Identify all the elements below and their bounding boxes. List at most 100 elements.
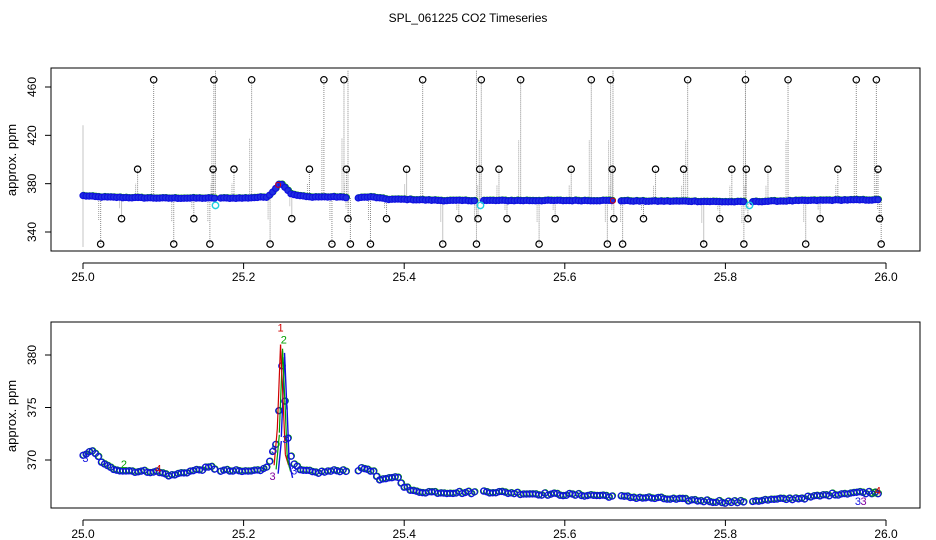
spike-trace (279, 344, 284, 398)
outlier-point (603, 240, 612, 248)
top-panel-co2-timeseries: approx. ppm 25.0 25.2 25.4 25.6 25.8 26.0 340… (4, 67, 921, 284)
outlier-point (606, 75, 615, 84)
series-number-label: 3 (82, 453, 88, 465)
outlier-point (342, 165, 351, 173)
series-number-label: 3 (291, 466, 297, 478)
bottom-panel-frame (50, 321, 921, 509)
outlier-point (728, 165, 736, 173)
x-tick-label: 25.0 (71, 527, 95, 540)
series-number-label: 4 (875, 485, 881, 497)
outlier-point (133, 165, 142, 173)
y-tick-label: 370 (25, 450, 39, 470)
y-tick-label: 375 (25, 397, 39, 417)
outlier-point (287, 214, 296, 223)
outlier-point (551, 214, 559, 223)
x-tick-label: 26.0 (874, 527, 898, 540)
series-point (449, 489, 457, 498)
outlier-point (784, 75, 792, 84)
spike-trace (284, 401, 288, 462)
outlier-point (699, 240, 708, 248)
series-point (458, 489, 466, 498)
cyan-point (745, 201, 754, 210)
outlier-point (535, 240, 543, 248)
series-point (158, 469, 167, 477)
outlier-point (474, 214, 482, 223)
outlier-point (455, 214, 463, 223)
outlier-point (567, 165, 576, 173)
series-point (400, 483, 408, 491)
outlier-point (96, 240, 105, 248)
series-number-label: 4 (155, 463, 161, 475)
series-point (265, 457, 274, 465)
figure-title: SPL_061225 CO2 Timeseries (389, 11, 548, 25)
y-tick-label: 380 (25, 345, 39, 365)
outlier-point (516, 75, 525, 84)
outlier-point (872, 75, 881, 84)
outlier-point (639, 214, 648, 223)
outlier-point (247, 75, 256, 84)
top-panel-frame (50, 67, 921, 252)
top-panel-y-axis: 340 380 420 460 (25, 77, 52, 242)
series-point (739, 198, 748, 206)
outlier-point (382, 214, 391, 223)
top-panel-spike-lines (82, 70, 882, 247)
series-point (394, 473, 402, 482)
series-point (342, 194, 350, 202)
outlier-point (169, 240, 178, 248)
spike-trace (275, 434, 280, 470)
spike-trace (283, 352, 288, 410)
red-point (609, 197, 616, 204)
series-number-label: 1 (277, 323, 283, 335)
outlier-point (744, 214, 752, 223)
spike-trace (286, 405, 291, 468)
x-tick-label: 25.8 (714, 270, 738, 284)
series-point (470, 488, 478, 496)
outlier-point (801, 240, 810, 248)
series-number-label: 3 (271, 445, 277, 457)
series-number-label: 3 (855, 496, 861, 508)
series-point (874, 490, 882, 498)
bottom-panel-co2-zoom: approx. ppm 25.0 25.2 25.4 25.6 25.8 26.0 370… (4, 321, 921, 540)
series-point (195, 466, 203, 474)
series-point (678, 494, 686, 503)
outlier-point (742, 165, 751, 173)
outlier-point (366, 240, 375, 248)
series-point (550, 489, 558, 497)
x-tick-label: 25.2 (232, 270, 256, 284)
spike-trace (281, 348, 286, 404)
x-tick-label: 25.4 (393, 527, 417, 540)
x-tick-label: 25.6 (553, 270, 577, 284)
spike-trace (288, 463, 294, 478)
outlier-point (877, 240, 885, 248)
outlier-point (816, 214, 824, 223)
outlier-point (741, 75, 750, 84)
series-number-label: 2 (281, 334, 287, 346)
y-tick-label: 340 (25, 222, 39, 242)
series-point (342, 467, 350, 476)
series-point (739, 498, 748, 506)
series-point (366, 467, 375, 475)
outlier-point (875, 214, 884, 223)
series-point (599, 491, 607, 499)
outlier-point (117, 214, 126, 223)
top-panel-series (79, 180, 883, 206)
series-point (94, 453, 102, 461)
outlier-point (715, 214, 724, 223)
x-tick-label: 25.2 (232, 527, 256, 540)
series-point (369, 467, 378, 475)
outlier-point (266, 240, 274, 248)
series-point (204, 463, 212, 471)
series-point (544, 491, 552, 499)
outlier-point (472, 240, 481, 248)
outlier-point (587, 75, 596, 84)
x-tick-label: 25.6 (553, 527, 577, 540)
x-tick-label: 25.8 (714, 527, 738, 540)
outlier-point (402, 165, 411, 173)
series-point (797, 494, 806, 502)
outlier-point (609, 214, 618, 223)
outlier-point (764, 165, 772, 173)
outlier-point (328, 240, 336, 248)
spike-trace (282, 396, 286, 455)
